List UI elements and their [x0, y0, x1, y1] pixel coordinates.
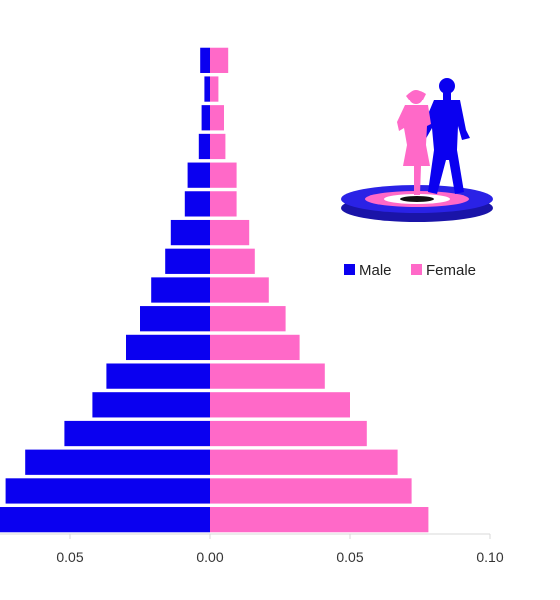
x-tick-label-2: 0.05 [336, 549, 363, 565]
legend-swatch-female [411, 264, 422, 275]
male-bar-10 [170, 219, 210, 246]
male-bar-1 [5, 478, 210, 504]
female-bar-8 [210, 277, 269, 303]
female-bar-13 [210, 133, 226, 160]
female-bar-1 [210, 478, 412, 504]
male-bar-12 [187, 162, 210, 188]
female-bar-0 [210, 507, 429, 533]
female-bar-7 [210, 306, 286, 332]
legend-swatch-male [344, 264, 355, 275]
x-axis-ticks: 0.05 0.00 0.05 0.10 [56, 534, 504, 565]
male-bar-8 [151, 277, 210, 303]
x-tick-label-1: 0.00 [196, 549, 223, 565]
female-bar-15 [210, 76, 219, 102]
male-bar-7 [140, 306, 210, 332]
female-bar-6 [210, 334, 300, 361]
female-bar-16 [210, 47, 229, 73]
female-bar-11 [210, 191, 237, 217]
female-bar-9 [210, 248, 255, 274]
male-bar-6 [126, 334, 210, 361]
platform-center [400, 196, 434, 202]
male-bar-3 [64, 420, 211, 447]
male-bar-16 [200, 47, 210, 73]
male-bar-5 [106, 363, 210, 389]
female-bar-14 [210, 105, 224, 131]
male-bar-11 [184, 191, 210, 217]
x-tick-label-0: 0.05 [56, 549, 83, 565]
female-bar-5 [210, 363, 325, 389]
female-bar-10 [210, 219, 250, 246]
male-bar-4 [92, 392, 210, 418]
male-bar-14 [201, 105, 210, 131]
couple-illustration [341, 78, 493, 222]
male-bar-15 [204, 76, 210, 102]
female-bar-3 [210, 420, 367, 447]
female-bar-2 [210, 449, 398, 475]
male-bar-9 [165, 248, 210, 274]
female-bar-4 [210, 392, 350, 418]
legend: Male Female [344, 262, 476, 279]
male-bar-2 [25, 449, 211, 475]
bars-group [0, 47, 429, 533]
male-bar-0 [0, 507, 210, 533]
legend-label-male: Male [359, 262, 392, 279]
male-bar-13 [198, 133, 210, 160]
woman-silhouette-icon [397, 90, 431, 195]
x-tick-label-3: 0.10 [476, 549, 503, 565]
man-silhouette-icon [418, 78, 470, 194]
legend-label-female: Female [426, 262, 476, 279]
female-bar-12 [210, 162, 237, 188]
